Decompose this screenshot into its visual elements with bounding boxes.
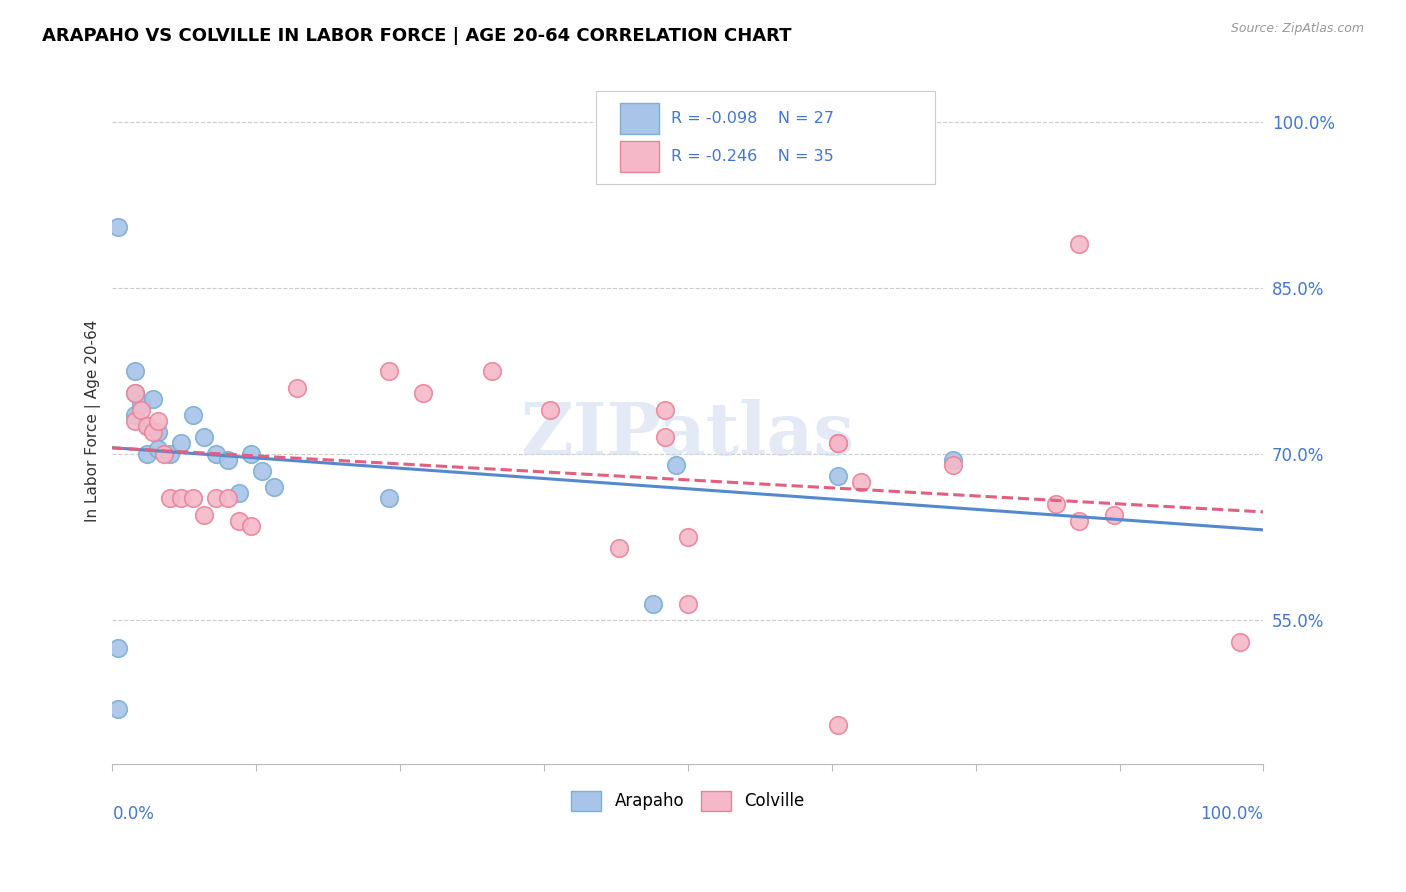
Point <box>181 491 204 506</box>
Point <box>153 447 176 461</box>
Point <box>136 419 159 434</box>
Point <box>676 597 699 611</box>
Point <box>607 541 630 556</box>
Point <box>193 508 215 522</box>
Point <box>942 458 965 472</box>
Point <box>107 219 129 234</box>
Point <box>481 364 503 378</box>
Point <box>148 442 170 456</box>
Point <box>239 447 262 461</box>
Text: R = -0.246    N = 35: R = -0.246 N = 35 <box>671 149 834 164</box>
FancyBboxPatch shape <box>620 103 659 135</box>
Point <box>159 447 181 461</box>
Point <box>124 386 146 401</box>
Point <box>1069 236 1091 251</box>
Point <box>124 364 146 378</box>
Point <box>170 436 193 450</box>
Point <box>1229 635 1251 649</box>
Text: 100.0%: 100.0% <box>1201 805 1264 823</box>
Point <box>193 430 215 444</box>
Point <box>827 469 849 483</box>
Point <box>124 409 146 423</box>
Point <box>643 597 665 611</box>
Point <box>181 409 204 423</box>
Point <box>170 491 193 506</box>
Point <box>124 386 146 401</box>
Point <box>676 530 699 544</box>
Text: Source: ZipAtlas.com: Source: ZipAtlas.com <box>1230 22 1364 36</box>
Text: ARAPAHO VS COLVILLE IN LABOR FORCE | AGE 20-64 CORRELATION CHART: ARAPAHO VS COLVILLE IN LABOR FORCE | AGE… <box>42 27 792 45</box>
Point <box>124 414 146 428</box>
Point <box>263 480 285 494</box>
Point <box>228 514 250 528</box>
Point <box>665 458 688 472</box>
Point <box>827 718 849 732</box>
Point <box>377 364 399 378</box>
Point <box>142 392 165 406</box>
Legend: Arapaho, Colville: Arapaho, Colville <box>565 784 811 818</box>
Point <box>136 419 159 434</box>
Text: R = -0.098    N = 27: R = -0.098 N = 27 <box>671 112 834 126</box>
Point <box>285 381 308 395</box>
Text: ZIPatlas: ZIPatlas <box>520 399 855 470</box>
Text: 0.0%: 0.0% <box>112 805 155 823</box>
Point <box>217 452 239 467</box>
Point <box>1102 508 1125 522</box>
Point <box>377 491 399 506</box>
Point <box>148 414 170 428</box>
Point <box>250 464 273 478</box>
FancyBboxPatch shape <box>620 141 659 172</box>
Point <box>159 491 181 506</box>
Point <box>205 491 228 506</box>
Point <box>129 402 152 417</box>
Point <box>239 519 262 533</box>
Point <box>538 402 561 417</box>
Point <box>129 397 152 411</box>
Point <box>849 475 872 489</box>
Point <box>142 425 165 439</box>
Point <box>412 386 434 401</box>
Point <box>942 452 965 467</box>
Point <box>654 402 676 417</box>
Point <box>107 640 129 655</box>
FancyBboxPatch shape <box>596 91 935 184</box>
Point <box>136 447 159 461</box>
Point <box>1069 514 1091 528</box>
Point <box>654 430 676 444</box>
Point <box>148 425 170 439</box>
Point <box>827 436 849 450</box>
Point <box>217 491 239 506</box>
Point <box>107 702 129 716</box>
Point <box>228 486 250 500</box>
Point <box>827 436 849 450</box>
Y-axis label: In Labor Force | Age 20-64: In Labor Force | Age 20-64 <box>86 319 101 522</box>
Point <box>1045 497 1067 511</box>
Point <box>205 447 228 461</box>
